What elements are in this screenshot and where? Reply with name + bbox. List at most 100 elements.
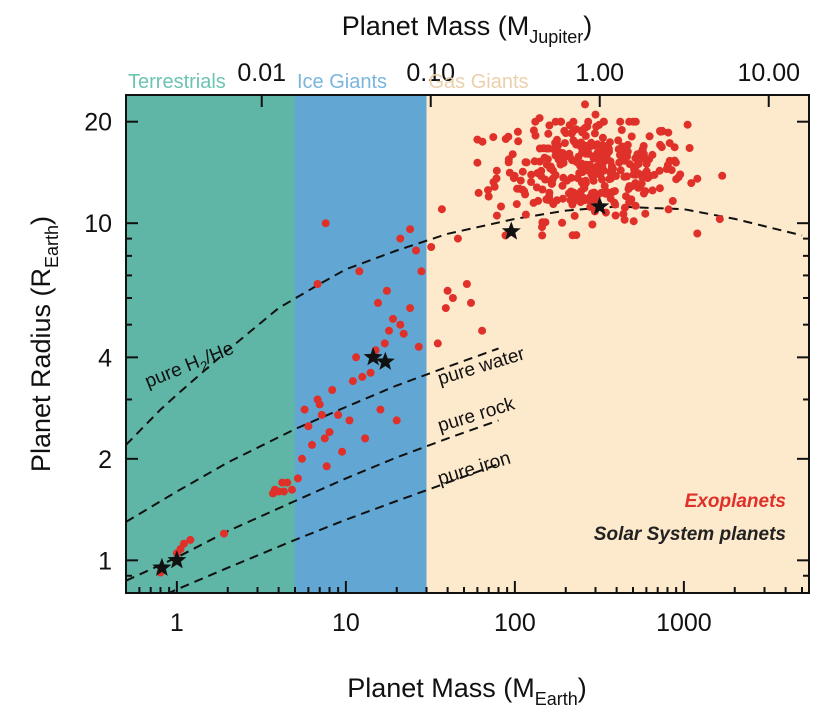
- solar-system-planet-star: [152, 557, 172, 576]
- exoplanet-point: [641, 187, 650, 196]
- exoplanet-point: [417, 267, 426, 276]
- exoplanet-point: [484, 186, 492, 195]
- exoplanet-point: [492, 166, 501, 175]
- exoplanet-point: [593, 162, 601, 171]
- exoplanet-point: [617, 126, 626, 134]
- exoplanet-point: [610, 198, 619, 207]
- exoplanet-point: [693, 229, 702, 238]
- exoplanet-point: [581, 124, 589, 132]
- top-tick-label: 1.00: [575, 59, 624, 87]
- exoplanet-point: [527, 170, 536, 179]
- exoplanet-point: [718, 171, 727, 180]
- exoplanet-point: [670, 143, 679, 152]
- exoplanet-point: [352, 353, 361, 362]
- top-axis-title-sub: Jupiter: [529, 27, 583, 47]
- exoplanet-point: [574, 152, 583, 161]
- solar-system-planet-star: [375, 351, 395, 370]
- exoplanet-point: [315, 400, 324, 409]
- exoplanet-point: [497, 202, 505, 211]
- exoplanet-point: [599, 117, 608, 126]
- exoplanet-point: [546, 164, 555, 173]
- exoplanet-point: [656, 127, 664, 135]
- y-tick-label: 4: [98, 344, 112, 372]
- exoplanet-point: [601, 189, 610, 198]
- exoplanet-point: [560, 139, 569, 148]
- exoplanet-point: [293, 474, 302, 483]
- exoplanet-point: [627, 132, 636, 141]
- exoplanet-point: [590, 129, 599, 138]
- exoplanet-point: [624, 185, 633, 193]
- exoplanet-point: [683, 120, 692, 129]
- exoplanet-point: [504, 155, 513, 164]
- exoplanet-point: [320, 434, 329, 443]
- exoplanet-point: [473, 158, 482, 167]
- exoplanet-point: [396, 320, 405, 329]
- exoplanet-point: [570, 211, 579, 220]
- exoplanet-point: [614, 136, 623, 145]
- exoplanet-point: [565, 121, 574, 130]
- x-axis-title-sub: Earth: [535, 689, 578, 709]
- exoplanet-point: [567, 173, 576, 182]
- exoplanet-point: [598, 175, 606, 184]
- exoplanet-point: [551, 151, 560, 160]
- exoplanet-point: [179, 539, 188, 548]
- exoplanet-point: [433, 339, 442, 348]
- curve-pure-h-he: [126, 205, 803, 446]
- exoplanet-point: [558, 149, 567, 158]
- exoplanet-point: [568, 128, 577, 136]
- exoplanet-point: [638, 154, 647, 163]
- exoplanet-point: [512, 200, 521, 209]
- exoplanet-point: [531, 117, 540, 126]
- exoplanet-point: [537, 166, 546, 175]
- exoplanet-point: [298, 454, 306, 463]
- exoplanet-point: [548, 176, 557, 185]
- exoplanet-point: [300, 405, 309, 414]
- exoplanet-point: [631, 117, 640, 126]
- exoplanet-point: [448, 294, 457, 302]
- exoplanet-point: [579, 193, 588, 202]
- curve-pure-rock: [126, 419, 499, 582]
- legend-solar-system-planets: Solar System planets: [594, 524, 786, 545]
- exoplanet-point: [521, 210, 530, 219]
- exoplanet-point: [591, 110, 600, 119]
- exoplanet-point: [556, 160, 565, 169]
- exoplanet-point: [553, 135, 561, 144]
- exoplanet-point: [609, 164, 617, 173]
- y-axis-title: Planet Radius (REarth): [26, 216, 62, 472]
- exoplanet-point: [589, 176, 598, 185]
- exoplanet-point: [358, 372, 367, 381]
- exoplanet-point: [597, 147, 606, 156]
- exoplanet-point: [558, 194, 567, 203]
- exoplanet-point: [279, 487, 288, 496]
- exoplanet-point: [380, 339, 389, 348]
- exoplanet-point: [593, 140, 602, 149]
- exoplanet-point: [545, 121, 554, 130]
- exoplanet-point: [441, 304, 450, 313]
- exoplanet-point: [317, 410, 326, 419]
- exoplanet-point: [631, 201, 640, 210]
- exoplanet-point: [389, 314, 397, 323]
- exoplanet-point: [322, 462, 331, 471]
- exoplanet-point: [504, 132, 513, 141]
- exoplanet-point: [366, 368, 375, 377]
- exoplanet-point: [406, 225, 415, 234]
- plot-frame: [125, 94, 810, 594]
- exoplanet-point: [648, 186, 657, 195]
- region-labels: Terrestrials Ice Giants Gas Giants: [128, 71, 529, 93]
- region-bands: [126, 95, 809, 593]
- exoplanet-point: [664, 205, 673, 214]
- exoplanet-point: [641, 209, 650, 218]
- exoplanet-point: [590, 196, 599, 205]
- exoplanet-point: [325, 428, 334, 437]
- y-tick-label: 20: [84, 109, 112, 137]
- region-label-terrestrials: Terrestrials: [128, 71, 226, 93]
- exoplanet-point: [671, 158, 680, 167]
- exoplanet-point: [603, 143, 612, 152]
- curve-pure-iron: [166, 463, 499, 593]
- exoplanet-point: [308, 440, 316, 449]
- exoplanet-point: [645, 132, 654, 141]
- exoplanet-point: [620, 203, 629, 212]
- exoplanet-point: [540, 153, 549, 162]
- exoplanet-point: [623, 147, 632, 156]
